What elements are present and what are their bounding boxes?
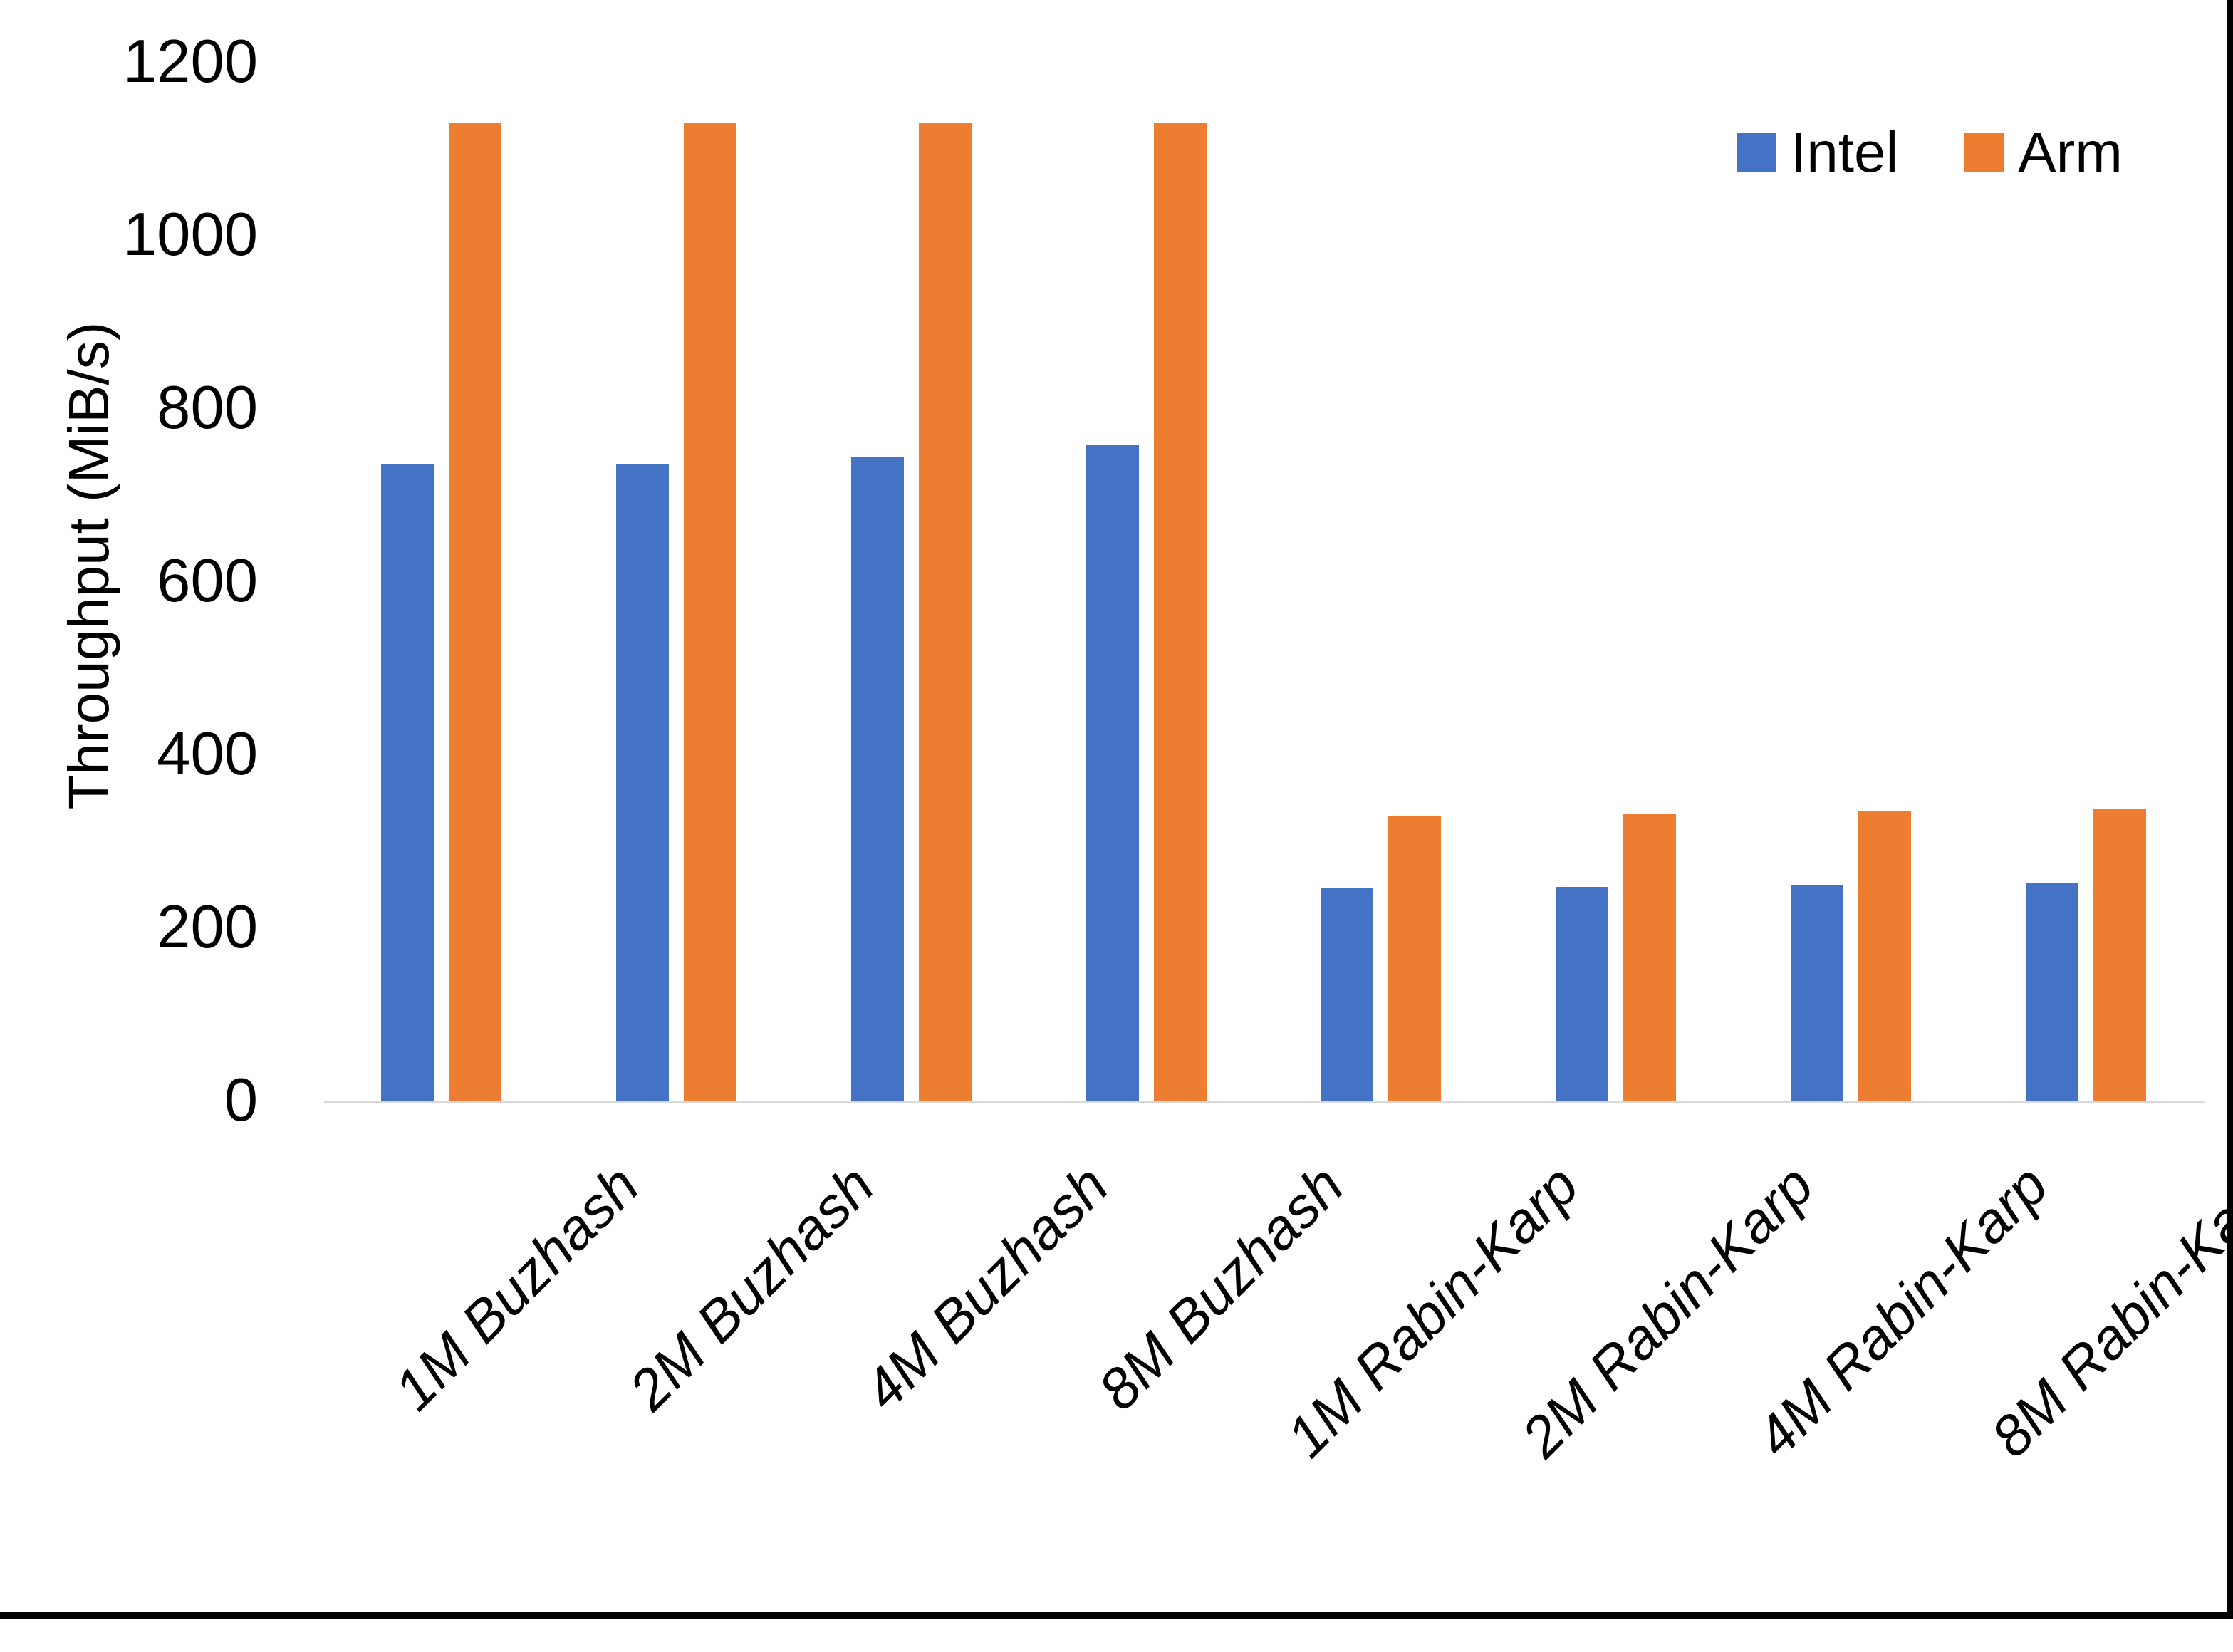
x-category-label: 4M Rabin-Karp [1744, 1153, 2061, 1470]
bar-arm [684, 123, 737, 1101]
bar-arm [1858, 811, 1911, 1101]
frame-border-right [2227, 0, 2233, 1619]
bar-arm [2093, 809, 2146, 1101]
legend: Intel Arm [1737, 120, 2123, 185]
x-axis-line [324, 1101, 2205, 1103]
legend-swatch-arm-icon [1964, 133, 2004, 172]
x-category-label: 1M Rabin-Karp [1274, 1153, 1591, 1470]
bar-group [1556, 814, 1677, 1101]
legend-label-arm: Arm [2018, 120, 2123, 184]
x-category-label: 1M Buzhash [382, 1153, 651, 1423]
y-tick-label: 1000 [123, 201, 258, 269]
y-tick-label: 1200 [123, 28, 258, 95]
bar-group [1086, 123, 1207, 1101]
bar-arm [1388, 816, 1442, 1101]
bar-intel [1321, 888, 1374, 1101]
x-category-label: 2M Rabin-Karp [1509, 1153, 1826, 1470]
x-category-label: 8M Buzhash [1086, 1153, 1355, 1423]
legend-label-intel: Intel [1791, 120, 1899, 184]
y-tick-label: 800 [157, 374, 258, 442]
y-tick-label: 600 [157, 547, 258, 615]
y-tick-label: 0 [224, 1066, 258, 1134]
frame-border-bottom [0, 1612, 2233, 1619]
x-category-label: 2M Buzhash [616, 1153, 886, 1423]
bar-arm [918, 123, 972, 1101]
bar-intel [616, 464, 670, 1101]
bar-group [2025, 809, 2146, 1101]
bar-group [850, 123, 972, 1101]
bar-arm [1153, 123, 1207, 1101]
y-tick-label: 200 [157, 893, 258, 961]
bar-intel [1086, 445, 1139, 1101]
x-category-label: 4M Buzhash [851, 1153, 1121, 1423]
bar-intel [2025, 883, 2078, 1101]
bar-group [1321, 816, 1442, 1101]
bar-group [381, 123, 502, 1101]
bar-intel [381, 464, 434, 1101]
legend-item-intel: Intel [1737, 120, 1898, 185]
bar-intel [1556, 887, 1609, 1101]
legend-item-arm: Arm [1964, 120, 2123, 185]
bar-intel [1790, 885, 1843, 1101]
bar-group [1790, 811, 1911, 1101]
bar-intel [850, 457, 904, 1101]
legend-swatch-intel-icon [1737, 133, 1776, 172]
y-tick-label: 400 [157, 720, 258, 788]
bar-arm [1623, 814, 1677, 1101]
bar-group [616, 123, 737, 1101]
bar-arm [449, 123, 502, 1101]
